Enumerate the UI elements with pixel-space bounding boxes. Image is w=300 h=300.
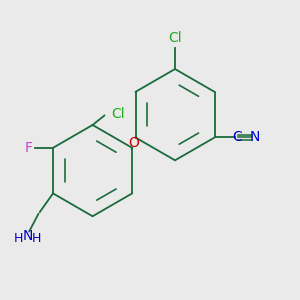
Text: F: F <box>24 141 32 155</box>
Text: N: N <box>22 229 33 243</box>
Text: H: H <box>14 232 23 245</box>
Text: N: N <box>250 130 260 145</box>
Text: Cl: Cl <box>111 107 125 121</box>
Text: H: H <box>32 232 41 245</box>
Text: Cl: Cl <box>168 31 182 45</box>
Text: O: O <box>128 136 139 150</box>
Text: C: C <box>232 130 242 145</box>
